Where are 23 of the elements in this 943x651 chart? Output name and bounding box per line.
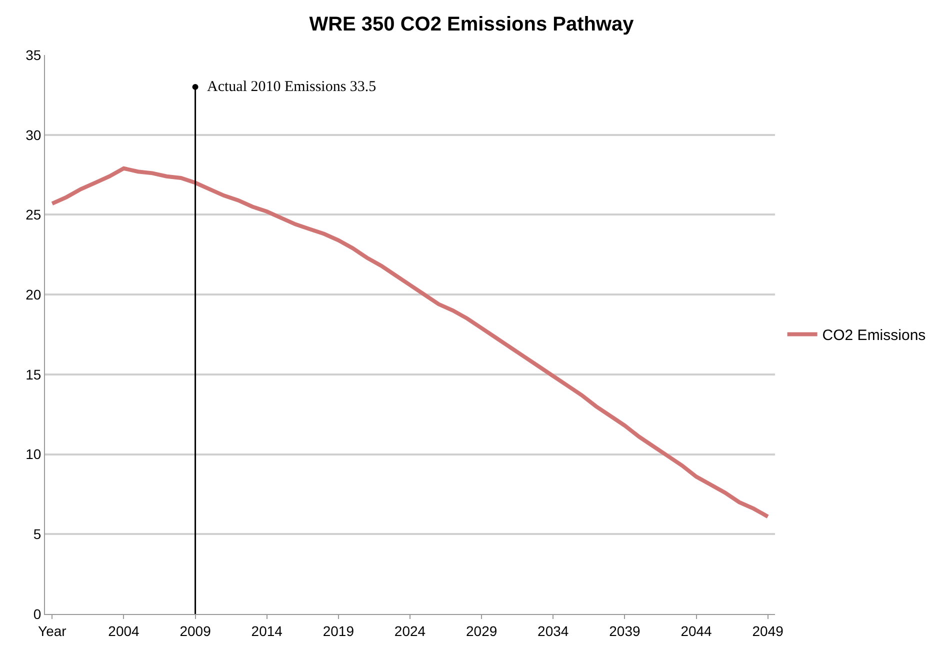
y-tick-label: 20 xyxy=(26,286,42,302)
y-tick-label: 10 xyxy=(26,446,42,462)
y-tick-label: 5 xyxy=(33,526,42,542)
y-tick-label: 15 xyxy=(26,366,42,382)
annotation: Actual 2010 Emissions 33.5 xyxy=(207,79,376,95)
chart-title: WRE 350 CO2 Emissions Pathway xyxy=(309,13,635,36)
x-tick-label: 2014 xyxy=(251,622,283,639)
y-tick-label: 30 xyxy=(26,126,42,143)
x-tick-label: Year xyxy=(38,622,67,639)
x-tick-label: 2009 xyxy=(180,622,212,639)
y-tick-label: 0 xyxy=(33,606,42,622)
x-tick-label: 2019 xyxy=(322,622,354,639)
y-tick-label: 25 xyxy=(26,206,42,223)
line-series xyxy=(50,166,770,519)
x-tick-label: 2029 xyxy=(466,622,498,639)
x-tick-label: 2034 xyxy=(538,622,569,639)
legend-label: CO2 Emissions xyxy=(822,327,926,344)
x-tick-label: 2024 xyxy=(394,622,426,639)
x-tick-label: 2039 xyxy=(609,622,640,639)
x-tick-label: 2049 xyxy=(752,622,784,639)
x-tick-label: 2004 xyxy=(108,622,140,639)
x-tick-label: 2044 xyxy=(680,622,712,639)
y-tick-label: 35 xyxy=(26,46,42,63)
